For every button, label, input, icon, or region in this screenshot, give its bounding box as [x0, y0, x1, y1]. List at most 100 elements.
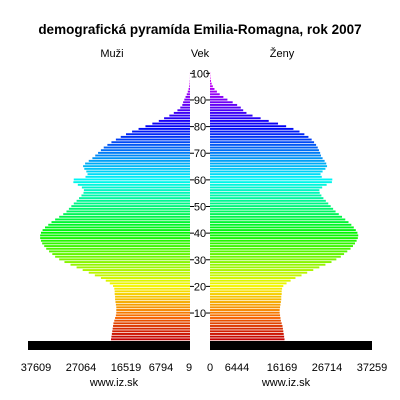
women-bar-age-27 [210, 266, 320, 269]
women-bar-age-91 [210, 95, 224, 98]
women-bar-age-8 [210, 317, 281, 319]
age-tick-label-10: 10 [194, 308, 206, 320]
men-bar-age-33 [49, 250, 191, 253]
men-bar-age-22 [105, 279, 190, 282]
x-tick-labels-group: 37609 27064 16519 6794 9 0 6444 16169 26714 37259 [21, 362, 388, 374]
women-bar-age-17 [210, 293, 282, 295]
women-bar-age-69 [210, 154, 321, 157]
women-bar-age-21 [210, 282, 287, 285]
women-bar-age-31 [210, 255, 341, 258]
men-bar-age-93 [187, 90, 190, 93]
men-bar-age-87 [180, 106, 190, 109]
men-bar-age-34 [46, 247, 190, 250]
women-bar-age-32 [210, 253, 345, 256]
men-bar-age-52 [76, 199, 190, 202]
women-bar-age-61 [210, 175, 322, 178]
women-bar-age-13 [210, 303, 281, 306]
men-bar-age-45 [55, 218, 190, 221]
women-bar-age-88 [210, 103, 238, 106]
men-bar-age-88 [182, 103, 191, 106]
men-bar-age-55 [83, 191, 190, 194]
men-bar-age-56 [83, 189, 190, 192]
women-bar-age-76 [210, 135, 309, 138]
men-bar-age-25 [88, 271, 190, 274]
women-bar-age-38 [210, 237, 358, 240]
women-bar-age-54 [210, 194, 322, 197]
men-bar-age-39 [40, 234, 191, 237]
men-bar-age-66 [85, 162, 190, 165]
men-bar-age-42 [45, 226, 191, 229]
women-bar-age-87 [210, 106, 241, 109]
men-bar-age-23 [100, 277, 190, 279]
women-bar-age-59 [210, 181, 332, 184]
women-bar-age-72 [210, 146, 318, 149]
men-bar-age-26 [82, 269, 190, 272]
age-tick-label-30: 30 [194, 255, 206, 267]
women-bar-age-51 [210, 202, 329, 205]
men-bar-age-82 [158, 119, 190, 122]
women-bar-age-62 [210, 173, 321, 176]
men-bar-age-50 [71, 205, 190, 208]
women-bar-age-86 [210, 109, 244, 112]
men-bar-age-43 [48, 223, 190, 226]
men-bar-age-29 [64, 261, 190, 264]
women-bar-age-58 [210, 183, 327, 186]
women-x-tick-label-3: 26714 [312, 362, 343, 374]
women-bar-age-29 [210, 261, 332, 264]
women-bar-age-30 [210, 258, 337, 261]
women-bar-age-16 [210, 295, 282, 298]
women-bar-age-49 [210, 207, 334, 210]
men-bar-age-69 [95, 154, 190, 157]
men-bar-age-18 [114, 290, 190, 293]
age-label: Vek [191, 48, 210, 60]
women-bar-age-84 [210, 114, 253, 117]
women-bar-age-24 [210, 274, 302, 277]
women-bar-age-93 [210, 90, 217, 93]
women-bar-age-80 [210, 125, 287, 128]
women-bar-age-41 [210, 229, 356, 232]
women-bar-age-14 [210, 301, 281, 303]
age-ticks-group: 10 20 30 40 50 60 70 80 90 100 [190, 68, 210, 320]
women-bar-age-50 [210, 205, 331, 208]
men-bar-age-31 [55, 255, 190, 258]
women-bar-age-36 [210, 242, 355, 245]
men-bar-age-80 [145, 125, 190, 128]
men-bar-age-24 [94, 274, 190, 277]
women-bar-age-1 [210, 335, 285, 338]
men-bar-age-44 [51, 221, 190, 224]
men-bar-age-90 [184, 98, 190, 101]
women-bar-age-3 [210, 330, 284, 333]
men-bar-age-6 [113, 322, 190, 325]
men-bar-age-75 [115, 138, 190, 141]
women-x-tick-label-1: 6444 [225, 362, 249, 374]
men-bar-age-83 [164, 117, 190, 120]
women-bar-age-78 [210, 130, 300, 133]
men-bar-age-95 [189, 85, 190, 88]
women-bar-age-15 [210, 298, 282, 301]
men-bar-age-2 [111, 333, 190, 335]
women-bar-age-68 [210, 157, 323, 160]
men-bar-age-37 [40, 239, 191, 242]
women-bar-age-6 [210, 322, 282, 325]
age-tick-label-40: 40 [194, 228, 206, 240]
age-tick-label-50: 50 [194, 202, 206, 214]
men-bar-age-57 [81, 186, 190, 189]
age-tick-label-100: 100 [191, 68, 209, 80]
men-bar-age-77 [126, 133, 190, 136]
women-label: Ženy [270, 47, 295, 60]
men-bar-age-86 [177, 109, 190, 112]
women-bar-age-77 [210, 133, 305, 136]
women-bar-age-71 [210, 149, 319, 152]
men-bar-age-81 [152, 122, 190, 125]
men-bar-age-30 [59, 258, 190, 261]
men-x-tick-label-4: 9 [186, 362, 192, 374]
men-bar-age-11 [116, 309, 190, 311]
women-bar-age-35 [210, 245, 353, 248]
men-x-tick-label-0: 37609 [21, 362, 52, 374]
women-bar-age-90 [210, 98, 228, 101]
men-bar-age-89 [183, 101, 191, 104]
women-bar-age-28 [210, 263, 326, 266]
age-tick-label-90: 90 [194, 95, 206, 107]
men-bar-age-41 [42, 229, 190, 232]
